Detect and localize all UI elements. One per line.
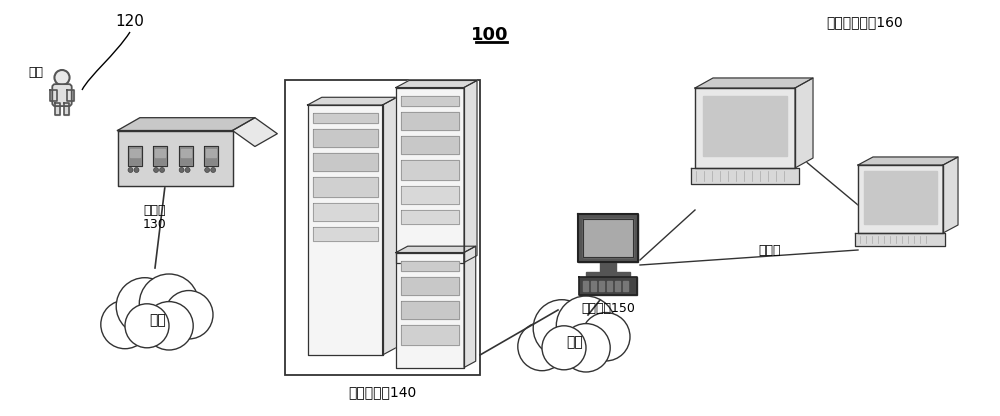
Circle shape [179,168,184,173]
Circle shape [533,300,590,357]
Polygon shape [607,281,612,291]
Circle shape [154,168,159,173]
Circle shape [101,300,149,349]
Polygon shape [579,277,637,295]
Circle shape [518,322,566,371]
Polygon shape [206,149,216,157]
Polygon shape [401,111,459,129]
Polygon shape [703,96,787,156]
Polygon shape [396,253,464,367]
Polygon shape [396,246,476,253]
Text: 计算机设备140: 计算机设备140 [348,385,416,399]
Circle shape [211,168,216,173]
Polygon shape [308,97,397,105]
Text: 网络: 网络 [567,335,583,349]
Polygon shape [401,260,459,270]
Text: 120: 120 [116,15,144,30]
Text: 硬件平台150: 硬件平台150 [581,302,635,314]
Polygon shape [615,281,620,291]
FancyBboxPatch shape [52,84,72,106]
Polygon shape [464,81,477,262]
Circle shape [134,168,139,173]
Polygon shape [312,129,378,147]
Polygon shape [591,281,596,291]
Polygon shape [401,277,459,295]
Circle shape [125,304,169,348]
Circle shape [165,290,213,339]
Polygon shape [312,177,378,197]
Polygon shape [583,219,633,257]
Polygon shape [232,118,277,146]
Polygon shape [586,272,630,276]
Polygon shape [128,146,142,166]
Polygon shape [943,157,958,233]
Polygon shape [401,186,459,203]
Polygon shape [855,233,945,246]
Polygon shape [204,146,218,166]
Polygon shape [600,262,616,272]
Polygon shape [179,146,193,166]
Polygon shape [695,88,795,168]
Polygon shape [50,89,57,101]
Polygon shape [401,96,459,106]
Polygon shape [55,103,60,115]
Text: 以太网: 以太网 [759,243,781,257]
Polygon shape [155,149,165,157]
Circle shape [562,324,610,372]
Polygon shape [401,210,459,223]
Polygon shape [308,105,382,355]
Circle shape [185,168,190,173]
Polygon shape [695,78,813,88]
Polygon shape [67,89,74,101]
Polygon shape [401,324,459,344]
Polygon shape [312,153,378,171]
Polygon shape [396,81,477,87]
Circle shape [205,168,210,173]
Polygon shape [181,149,191,157]
Text: 130: 130 [143,218,167,231]
Circle shape [582,312,630,361]
Polygon shape [578,214,638,262]
Circle shape [54,70,70,85]
Polygon shape [858,165,943,233]
Polygon shape [312,113,378,123]
Polygon shape [691,168,799,184]
Polygon shape [401,159,459,179]
Text: 切换台: 切换台 [144,203,166,216]
Circle shape [160,168,165,173]
Polygon shape [623,281,628,291]
Circle shape [139,274,199,333]
Circle shape [128,168,133,173]
Polygon shape [858,157,958,165]
FancyBboxPatch shape [285,80,480,375]
Polygon shape [396,87,464,262]
Polygon shape [64,103,69,115]
Text: 网络: 网络 [150,313,166,327]
Polygon shape [312,227,378,241]
Text: 100: 100 [471,26,509,44]
Polygon shape [401,300,459,319]
Polygon shape [464,246,476,367]
Circle shape [556,296,616,355]
Polygon shape [401,136,459,154]
Polygon shape [599,281,604,291]
Circle shape [145,302,193,350]
Polygon shape [583,281,588,291]
Text: 节目制作设备160: 节目制作设备160 [827,15,903,29]
Text: 导播: 导播 [28,65,43,79]
Polygon shape [118,131,232,186]
Polygon shape [864,171,937,224]
Polygon shape [382,97,397,355]
Polygon shape [312,203,378,221]
Polygon shape [118,118,255,131]
Circle shape [542,326,586,370]
Polygon shape [153,146,167,166]
Circle shape [116,278,173,335]
Polygon shape [795,78,813,168]
Polygon shape [130,149,140,157]
